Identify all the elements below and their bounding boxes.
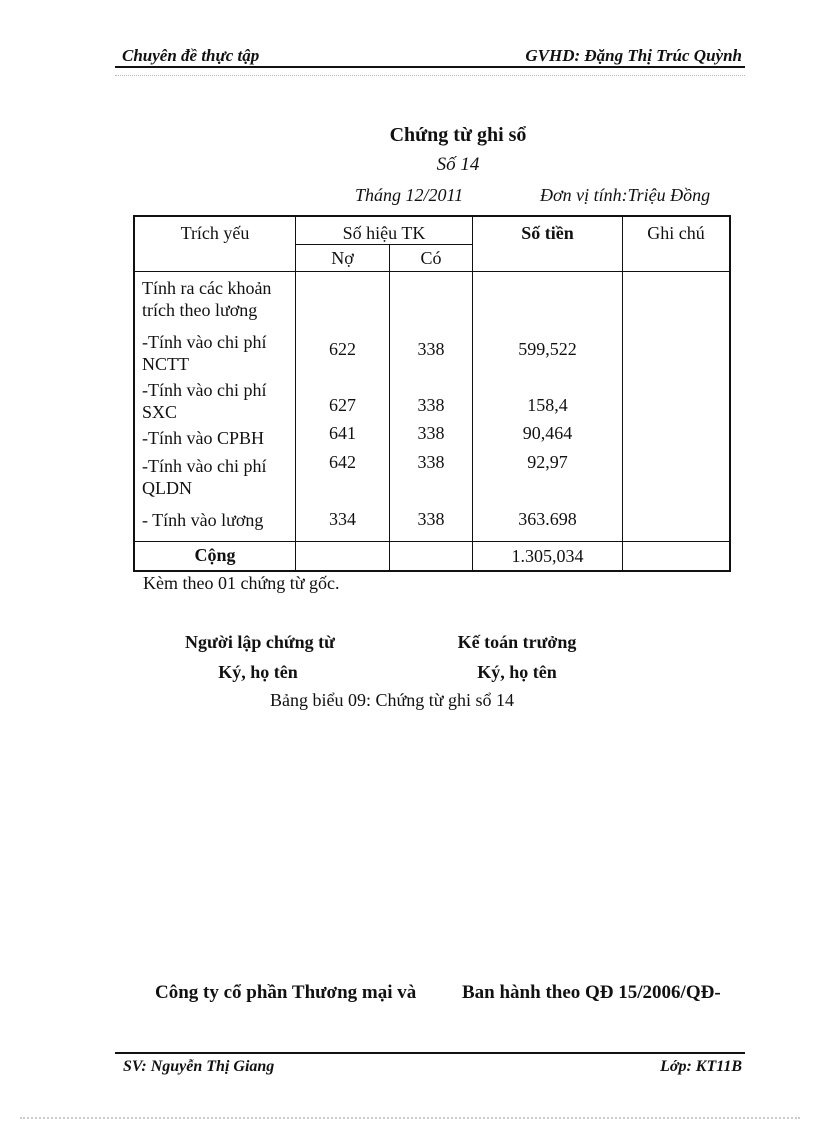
- row-note: [623, 504, 729, 541]
- row-amount: [473, 272, 623, 326]
- table-row: -Tính vào CPBH 641 338 90,464: [135, 422, 729, 450]
- table-row: - Tính vào lương 334 338 363.698: [135, 504, 729, 541]
- header-dotted-rule: [115, 75, 745, 76]
- row-note: [623, 422, 729, 450]
- row-description: -Tính vào chi phí SXC: [135, 374, 296, 422]
- total-label: Cộng: [135, 542, 296, 570]
- row-description: Tính ra các khoản trích theo lương: [135, 272, 296, 326]
- total-amount: 1.305,034: [473, 542, 623, 570]
- page-title: Chứng từ ghi sổ: [389, 124, 527, 146]
- row-description: -Tính vào CPBH: [135, 422, 296, 450]
- row-note: [623, 450, 729, 504]
- signature-title-preparer: Người lập chứng từ: [185, 632, 335, 652]
- table-row: -Tính vào chi phí NCTT 622 338 599,522: [135, 326, 729, 374]
- row-note: [623, 326, 729, 374]
- col-header-amount: Số tiền: [473, 217, 623, 271]
- row-debit: 622: [296, 326, 390, 374]
- col-header-credit: Có: [390, 245, 473, 271]
- col-header-note: Ghi chú: [647, 223, 705, 243]
- row-credit: 338: [390, 450, 473, 504]
- signature-title-accountant: Kế toán trưởng: [457, 632, 577, 652]
- total-note-empty: [623, 542, 729, 570]
- signature-sub-accountant: Ký, họ tên: [477, 662, 557, 682]
- row-debit: 641: [296, 422, 390, 450]
- row-description: - Tính vào lương: [135, 504, 296, 541]
- voucher-table: Trích yếu Số hiệu TK Nợ Có Số tiền Ghi c…: [133, 215, 731, 572]
- table-row: -Tính vào chi phí QLDN 642 338 92,97: [135, 450, 729, 504]
- row-credit: 338: [390, 422, 473, 450]
- row-amount: 363.698: [473, 504, 623, 541]
- row-amount: 158,4: [473, 374, 623, 422]
- row-note: [623, 374, 729, 422]
- doc-period: Tháng 12/2011: [355, 185, 464, 205]
- row-credit: 338: [390, 504, 473, 541]
- row-amount: 92,97: [473, 450, 623, 504]
- table-total-row: Cộng 1.305,034: [135, 541, 729, 570]
- running-header-left: Chuyên đề thực tập: [122, 46, 260, 65]
- row-debit: 334: [296, 504, 390, 541]
- row-amount: 599,522: [473, 326, 623, 374]
- row-debit: [296, 272, 390, 326]
- company-name-text: Công ty cổ phần Thương mại và: [155, 982, 417, 1003]
- row-note: [623, 272, 729, 326]
- footer-rule: [115, 1052, 745, 1054]
- col-header-account-group: Số hiệu TK: [296, 217, 473, 245]
- row-credit: 338: [390, 374, 473, 422]
- table-row: -Tính vào chi phí SXC 627 338 158,4: [135, 374, 729, 422]
- total-credit-empty: [390, 542, 473, 570]
- page-bottom-dotted-rule: [20, 1117, 800, 1119]
- table-row: Tính ra các khoản trích theo lương: [135, 272, 729, 326]
- running-footer-right: Lớp: KT11B: [660, 1058, 742, 1075]
- total-debit-empty: [296, 542, 390, 570]
- header-rule: [115, 66, 745, 68]
- row-description: -Tính vào chi phí NCTT: [135, 326, 296, 374]
- running-footer-left: SV: Nguyễn Thị Giang: [123, 1058, 275, 1075]
- attachment-note: Kèm theo 01 chứng từ gốc.: [143, 573, 340, 593]
- col-header-debit: Nợ: [296, 245, 390, 271]
- row-amount: 90,464: [473, 422, 623, 450]
- running-header-right: GVHD: Đặng Thị Trúc Quỳnh: [525, 46, 742, 65]
- row-description: -Tính vào chi phí QLDN: [135, 450, 296, 504]
- table-header: Trích yếu Số hiệu TK Nợ Có Số tiền Ghi c…: [135, 217, 729, 271]
- row-debit: 642: [296, 450, 390, 504]
- decree-reference-text: Ban hành theo QĐ 15/2006/QĐ-: [462, 982, 721, 1003]
- table-caption: Bảng biểu 09: Chứng từ ghi sổ 14: [269, 690, 515, 710]
- table-body: Tính ra các khoản trích theo lương -Tính…: [135, 271, 729, 541]
- doc-unit-note: Đơn vị tính:Triệu Đồng: [540, 185, 711, 205]
- row-credit: [390, 272, 473, 326]
- signature-sub-preparer: Ký, họ tên: [218, 662, 298, 682]
- doc-number: Số 14: [436, 154, 480, 175]
- row-debit: 627: [296, 374, 390, 422]
- col-header-description: Trích yếu: [135, 217, 296, 271]
- row-credit: 338: [390, 326, 473, 374]
